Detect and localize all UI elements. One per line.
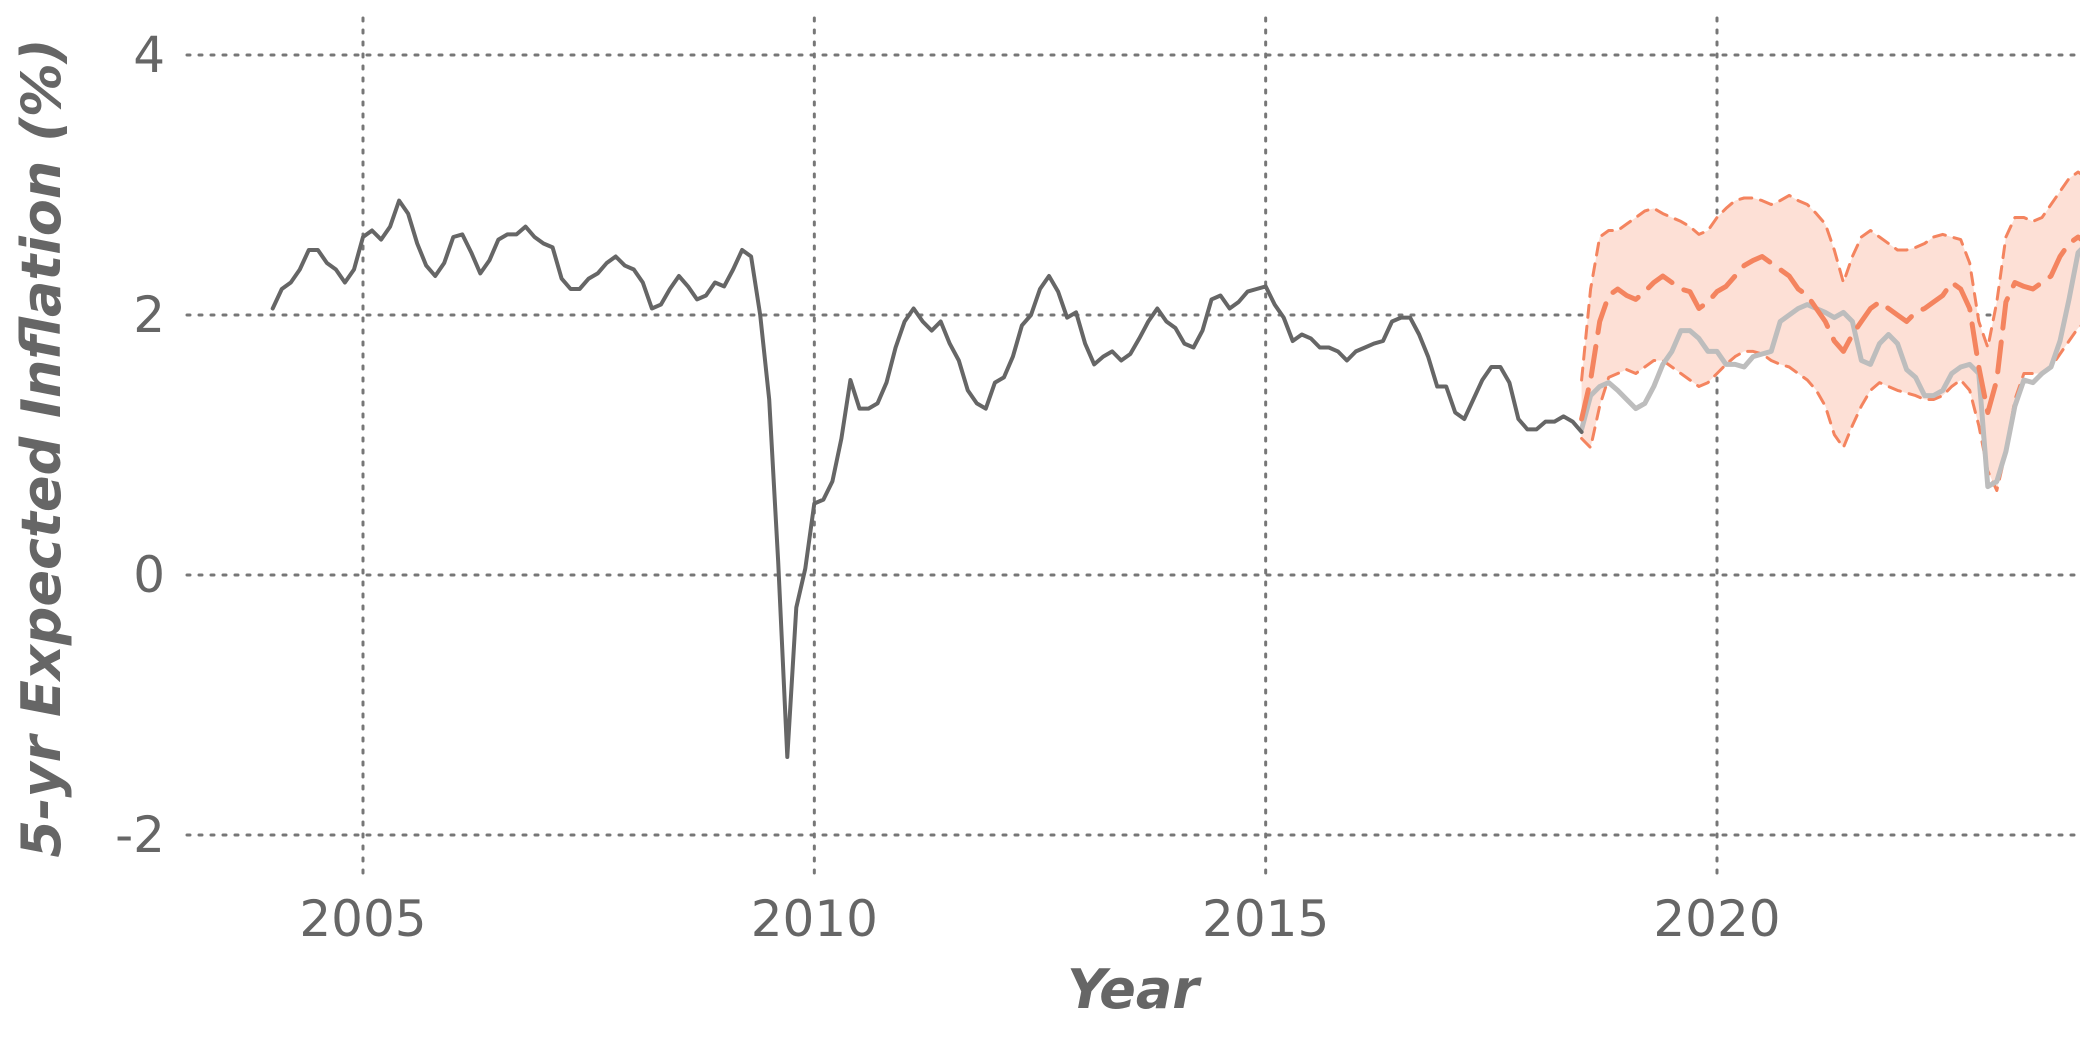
forecast-band [1581, 172, 2080, 491]
y-tick-label: 2 [133, 286, 165, 344]
forecast-median-line [1579, 234, 2080, 422]
y-tick-label: -2 [115, 806, 165, 864]
tick-layer: -2 0 2 4 2005 2010 2015 2020 [115, 26, 1780, 948]
y-tick-label: 0 [133, 546, 165, 604]
series-layer [270, 170, 2080, 759]
actual-line [1579, 247, 2080, 490]
y-axis-title: 5-yr Expected Inflation (%) [10, 38, 73, 857]
x-axis-title: Year [1067, 958, 1202, 1021]
band-layer [1581, 172, 2080, 491]
x-tick-label: 2015 [1202, 890, 1329, 948]
x-tick-label: 2010 [751, 890, 878, 948]
lower-bound-line [1580, 324, 2080, 492]
grid-layer [185, 16, 2077, 882]
x-tick-label: 2005 [299, 890, 426, 948]
history-line [270, 198, 1584, 759]
upper-bound-line [1580, 170, 2080, 382]
x-tick-label: 2020 [1653, 890, 1780, 948]
y-tick-label: 4 [133, 26, 165, 84]
